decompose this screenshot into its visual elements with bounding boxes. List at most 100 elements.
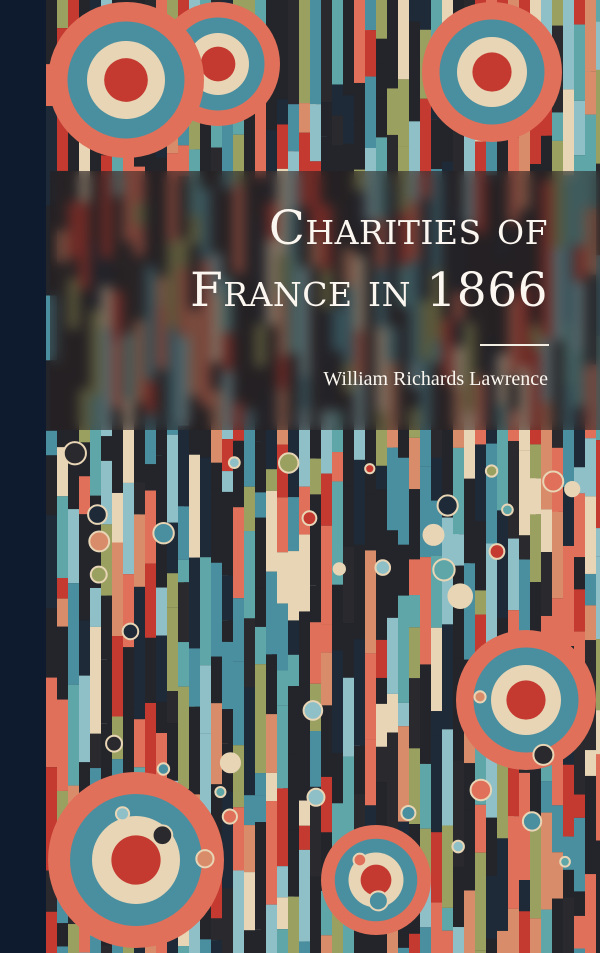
- art-block: [299, 486, 310, 535]
- art-block: [376, 703, 387, 747]
- art-block: [431, 735, 442, 833]
- art-block: [596, 710, 600, 755]
- art-block: [552, 598, 563, 671]
- art-block: [112, 542, 123, 637]
- art-block: [409, 0, 420, 22]
- art-dot: [451, 839, 465, 854]
- art-block: [332, 410, 343, 453]
- art-block: [442, 930, 453, 953]
- art-block: [508, 908, 519, 953]
- art-block: [519, 880, 530, 912]
- art-block: [321, 473, 332, 526]
- art-block: [321, 935, 332, 953]
- art-block: [299, 849, 310, 942]
- art-dot: [114, 806, 131, 822]
- art-block: [431, 119, 442, 170]
- art-block: [398, 79, 409, 147]
- art-block: [310, 622, 321, 684]
- art-block: [332, 584, 343, 651]
- art-block: [464, 763, 475, 811]
- art-block: [310, 585, 321, 623]
- art-block: [453, 760, 464, 867]
- art-block: [90, 395, 101, 496]
- art-block: [563, 385, 574, 488]
- art-block: [277, 497, 288, 553]
- art-block: [431, 555, 442, 628]
- art-block: [233, 745, 244, 808]
- art-block: [574, 557, 585, 590]
- art-dot: [306, 787, 326, 807]
- art-dot: [501, 503, 514, 517]
- art-block: [354, 544, 365, 640]
- art-block: [255, 822, 266, 930]
- art-block: [222, 491, 233, 576]
- art-block: [398, 912, 409, 948]
- art-dot: [227, 456, 241, 470]
- art-block: [79, 514, 90, 621]
- art-dot: [301, 510, 318, 527]
- art-block: [255, 795, 266, 823]
- art-block: [596, 941, 600, 953]
- art-block: [519, 911, 530, 953]
- art-block: [354, 639, 365, 746]
- art-block: [376, 63, 387, 98]
- art-dot: [214, 786, 227, 799]
- art-block: [552, 898, 563, 953]
- art-ring: [104, 58, 148, 102]
- art-block: [552, 852, 563, 899]
- art-block: [266, 90, 277, 131]
- art-block: [596, 0, 600, 22]
- art-block: [596, 754, 600, 841]
- art-dot: [432, 558, 456, 582]
- art-block: [134, 627, 145, 720]
- art-block: [398, 0, 409, 80]
- art-block: [145, 702, 156, 805]
- art-block: [475, 950, 486, 953]
- art-dot: [447, 583, 474, 609]
- art-block: [475, 734, 486, 805]
- art-block: [145, 563, 156, 638]
- art-block: [409, 489, 420, 560]
- art-block: [123, 400, 134, 483]
- art-dot: [62, 441, 87, 466]
- art-block: [365, 739, 376, 806]
- art-block: [310, 0, 321, 105]
- art-block: [321, 102, 332, 137]
- art-block: [464, 478, 475, 564]
- art-ring: [472, 52, 512, 92]
- art-block: [244, 795, 255, 826]
- art-block: [486, 875, 497, 939]
- art-block: [409, 437, 420, 490]
- art-block: [387, 134, 398, 187]
- art-block: [530, 824, 541, 919]
- art-block: [299, 132, 310, 207]
- art-block: [101, 460, 112, 525]
- art-block: [112, 119, 123, 196]
- art-block: [244, 486, 255, 532]
- art-block: [222, 791, 233, 889]
- art-block: [387, 693, 398, 733]
- art-block: [486, 543, 497, 651]
- art-block: [332, 452, 343, 482]
- art-block: [365, 494, 376, 551]
- art-block: [310, 458, 321, 495]
- art-block: [365, 76, 376, 149]
- art-block: [134, 719, 145, 768]
- art-block: [134, 482, 145, 515]
- art-block: [508, 440, 519, 539]
- art-block: [266, 490, 277, 572]
- art-block: [442, 729, 453, 826]
- art-dot: [364, 463, 376, 475]
- art-block: [442, 825, 453, 908]
- art-block: [46, 870, 57, 912]
- art-block: [145, 490, 156, 564]
- art-block: [156, 635, 167, 702]
- art-block: [574, 794, 585, 818]
- art-block: [255, 80, 266, 179]
- art-dot: [221, 808, 238, 825]
- art-block: [244, 531, 255, 619]
- art-block: [563, 89, 574, 176]
- art-block: [453, 565, 464, 659]
- art-block: [277, 603, 288, 671]
- art-block: [46, 0, 57, 65]
